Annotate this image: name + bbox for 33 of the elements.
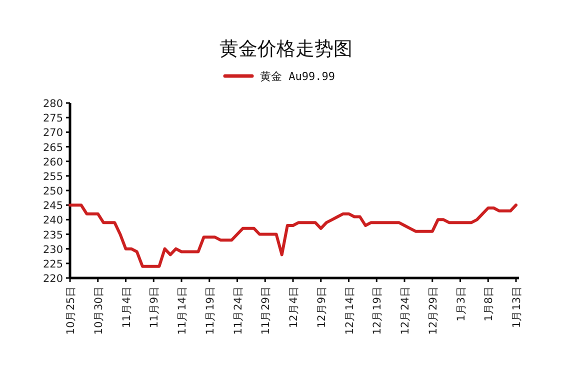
chart-title: 黄金价格走势图: [220, 38, 352, 60]
y-tick-label: 265: [42, 142, 63, 154]
y-tick-label: 255: [42, 170, 63, 183]
y-tick-label: 280: [42, 98, 63, 110]
y-tick-label: 240: [42, 214, 63, 227]
y-tick-label: 220: [42, 273, 63, 285]
y-tick-label: 230: [42, 244, 63, 256]
x-tick-label: 11月9日: [148, 286, 161, 328]
x-tick-label: 11月29日: [260, 286, 272, 335]
y-tick-label: 235: [42, 229, 63, 242]
x-tick-label: 12月24日: [400, 286, 412, 335]
y-tick-label: 260: [42, 156, 63, 168]
y-tick-label: 245: [42, 200, 63, 212]
y-tick-label: 250: [42, 186, 63, 198]
x-tick-label: 11月14日: [176, 286, 188, 335]
x-tick-label: 1月3日: [455, 286, 468, 322]
line-series: [68, 204, 518, 268]
x-tick-label: 11月24日: [232, 286, 244, 335]
y-tick-label: 225: [42, 258, 63, 270]
x-tick-label: 12月4日: [288, 286, 300, 328]
y-tick-label: 275: [42, 112, 63, 125]
x-tick-label: 11月4日: [120, 286, 133, 328]
x-tick-label: 12月14日: [344, 286, 356, 335]
x-tick-label: 12月29日: [427, 286, 440, 335]
x-tick-label: 1月13日: [511, 286, 523, 328]
x-tick-label: 1月8日: [483, 286, 496, 322]
x-tick-label: 11月19日: [204, 286, 216, 335]
x-tick-label: 12月19日: [372, 286, 384, 335]
y-tick-label: 270: [42, 127, 63, 140]
x-tick-label: 10月30日: [92, 286, 105, 335]
legend-label: 黄金 Au99.99: [260, 70, 335, 83]
x-tick-label: 10月25日: [65, 286, 77, 335]
x-tick-label: 12月9日: [316, 286, 328, 328]
